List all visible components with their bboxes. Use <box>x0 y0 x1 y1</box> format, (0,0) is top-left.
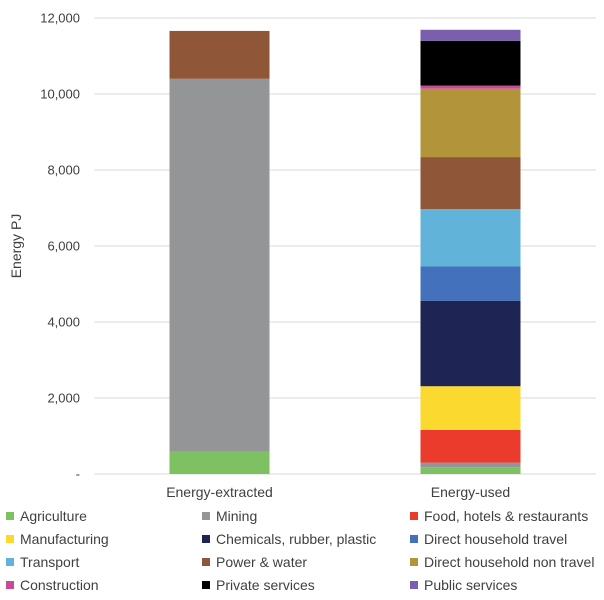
legend-item: Manufacturing <box>6 531 109 547</box>
legend-item: Transport <box>6 554 79 570</box>
bar-segment-power-water <box>169 30 270 79</box>
legend-swatch <box>410 535 418 543</box>
legend-label: Private services <box>216 577 315 593</box>
bar-segment-direct-household-travel <box>420 266 521 301</box>
y-tick-label: 2,000 <box>47 391 80 406</box>
legend-label: Direct household travel <box>424 531 568 547</box>
bar-segment-transport <box>420 209 521 267</box>
legend-item: Private services <box>202 577 315 593</box>
bar-segment-food-hotels-restaurants <box>420 429 521 463</box>
bar-segment-mining <box>169 78 270 452</box>
legend-swatch <box>6 558 14 566</box>
bar-segment-power-water <box>420 157 521 210</box>
legend-label: Direct household non travel <box>424 554 595 570</box>
bars <box>169 29 521 474</box>
y-axis-ticks: - 2,000 4,000 6,000 8,000 10,000 12,000 <box>40 11 80 482</box>
legend-label: Agriculture <box>20 508 87 524</box>
legend-item: Mining <box>202 508 257 524</box>
legend-label: Transport <box>20 554 80 570</box>
legend-item: Public services <box>410 577 517 593</box>
legend-swatch <box>6 581 14 589</box>
legend-label: Food, hotels & restaurants <box>424 508 589 524</box>
bar-segment-agriculture <box>169 451 270 474</box>
bar-segment-mining <box>420 462 521 468</box>
legend-swatch <box>202 512 210 520</box>
legend-item: Power & water <box>202 554 307 570</box>
bar-segment-construction <box>420 85 521 89</box>
x-category-label: Energy-extracted <box>166 484 273 500</box>
legend-item: Agriculture <box>6 508 87 524</box>
x-axis-categories: Energy-extracted Energy-used <box>166 484 510 500</box>
legend-swatch <box>6 535 14 543</box>
bar-segment-manufacturing <box>420 386 521 430</box>
legend-swatch <box>6 512 14 520</box>
legend-label: Power & water <box>216 554 308 570</box>
legend-item: Food, hotels & restaurants <box>410 508 588 524</box>
bar-segment-public-services <box>420 29 521 41</box>
y-tick-label: 8,000 <box>47 163 80 178</box>
y-axis-title: Energy PJ <box>8 214 24 279</box>
bar-segment-agriculture <box>420 467 521 474</box>
legend-swatch <box>410 581 418 589</box>
y-tick-label: - <box>76 467 80 482</box>
bar-segment-chemicals-rubber-plastic <box>420 300 521 387</box>
bar-segment-private-services <box>420 40 521 86</box>
legend-item: Chemicals, rubber, plastic <box>202 531 376 547</box>
legend-label: Manufacturing <box>20 531 109 547</box>
legend-label: Chemicals, rubber, plastic <box>216 531 377 547</box>
bar-segment-direct-household-non-travel <box>420 88 521 158</box>
legend-label: Construction <box>20 577 99 593</box>
y-tick-label: 12,000 <box>40 11 80 26</box>
legend-item: Direct household non travel <box>410 554 594 570</box>
legend-item: Direct household travel <box>410 531 567 547</box>
stacked-bar-chart: - 2,000 4,000 6,000 8,000 10,000 12,000 Energy… <box>8 11 596 500</box>
legend-item: Construction <box>6 577 99 593</box>
y-tick-label: 4,000 <box>47 315 80 330</box>
legend-swatch <box>410 512 418 520</box>
x-category-label: Energy-used <box>431 484 510 500</box>
legend-swatch <box>202 535 210 543</box>
legend-label: Public services <box>424 577 518 593</box>
y-tick-label: 6,000 <box>47 239 80 254</box>
y-tick-label: 10,000 <box>40 87 80 102</box>
legend-swatch <box>410 558 418 566</box>
legend-swatch <box>202 581 210 589</box>
legend-swatch <box>202 558 210 566</box>
gridlines <box>94 17 596 475</box>
legend-label: Mining <box>216 508 258 524</box>
